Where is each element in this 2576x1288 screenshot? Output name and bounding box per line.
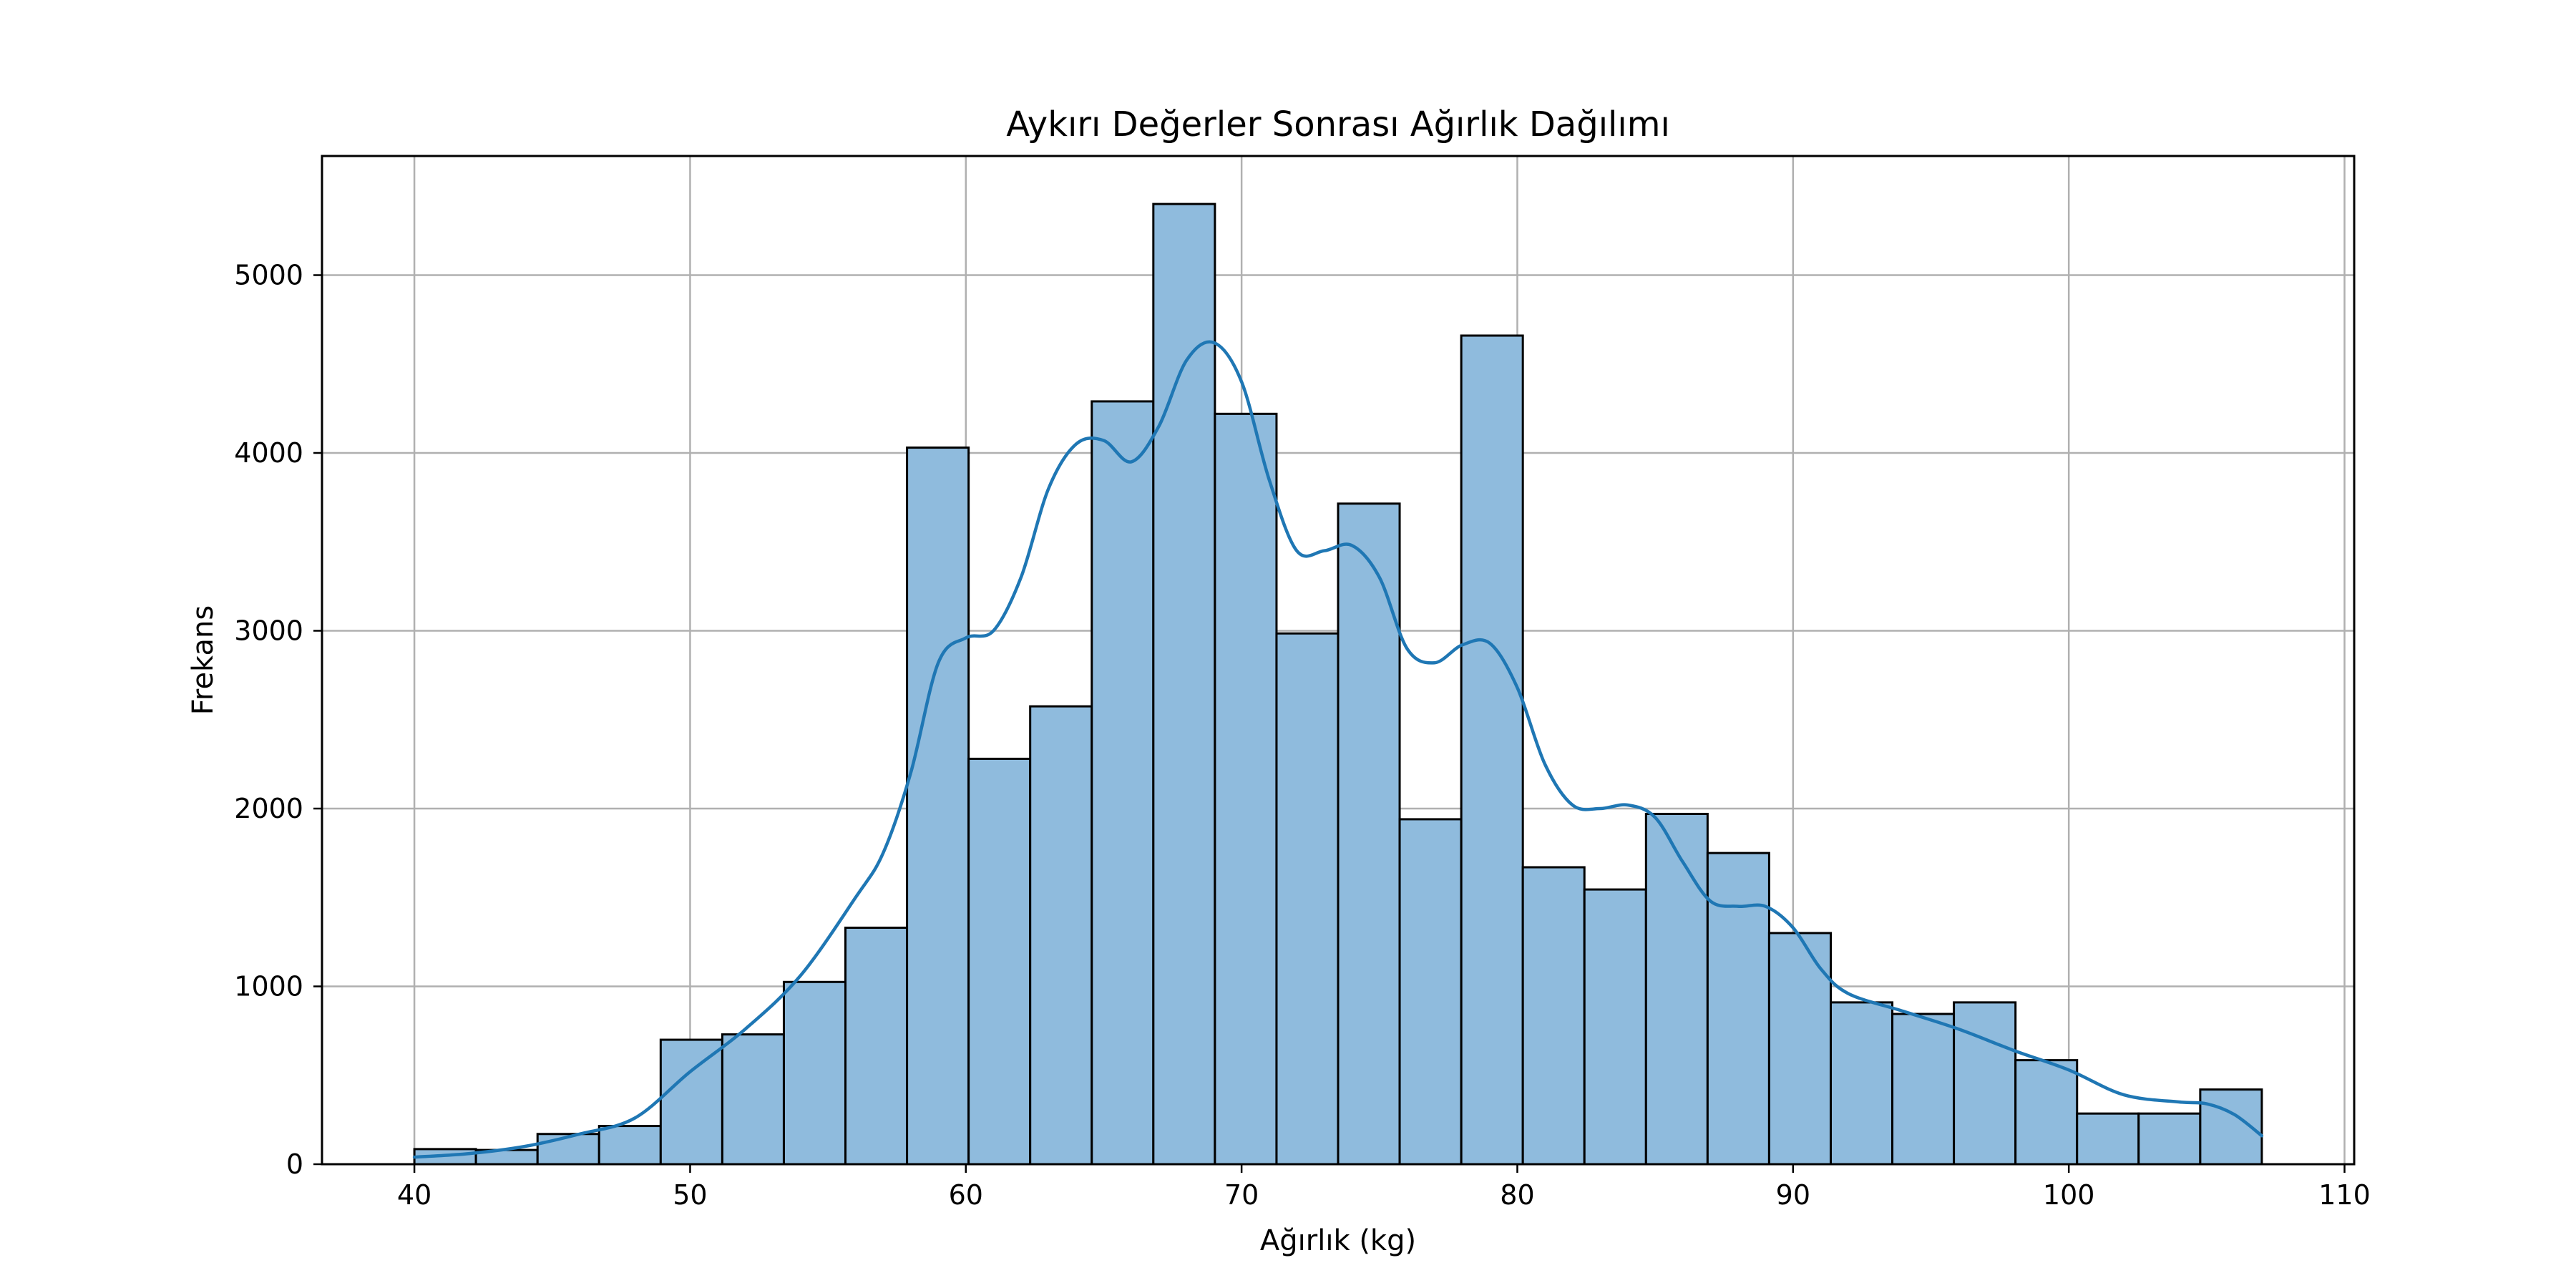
- x-tick-label: 90: [1776, 1179, 1810, 1211]
- chart-title: Aykırı Değerler Sonrası Ağırlık Dağılımı: [1006, 104, 1670, 145]
- histogram-bar: [1029, 705, 1093, 1166]
- y-axis-ticks: 0 1000 2000 3000 4000 5000: [234, 259, 322, 1180]
- kde-curve: [412, 340, 2264, 1159]
- x-tick-label: 110: [2318, 1179, 2371, 1211]
- histogram-bar: [597, 1125, 662, 1166]
- histogram-bar: [1521, 866, 1586, 1166]
- plot-frame: [321, 155, 2356, 1166]
- histogram-bar: [1644, 812, 1709, 1166]
- histogram-bar: [721, 1033, 785, 1166]
- y-tick-label: 5000: [234, 259, 303, 291]
- x-tick-label: 100: [2043, 1179, 2095, 1211]
- y-axis-label: Frekans: [187, 605, 220, 715]
- y-tick-label: 0: [286, 1148, 303, 1180]
- histogram-bar: [1829, 1001, 1894, 1166]
- x-tick-label: 70: [1224, 1179, 1259, 1211]
- histogram-bar: [1891, 1013, 1956, 1166]
- y-tick-label: 2000: [234, 793, 303, 824]
- histogram-bar: [1460, 334, 1524, 1166]
- histogram-bar: [1275, 632, 1340, 1166]
- histogram-bar: [1953, 1001, 2017, 1166]
- x-axis-label: Ağırlık (kg): [1260, 1224, 1416, 1257]
- histogram-bar: [844, 926, 909, 1166]
- x-tick-label: 50: [673, 1179, 707, 1211]
- x-tick-label: 60: [949, 1179, 983, 1211]
- histogram-bar: [1706, 852, 1770, 1166]
- y-tick-label: 3000: [234, 615, 303, 646]
- x-tick-label: 40: [397, 1179, 431, 1211]
- grid-lines: [322, 156, 2354, 1166]
- histogram-bar: [1152, 203, 1216, 1166]
- histogram-bar: [1337, 502, 1401, 1166]
- histogram-bar: [1091, 400, 1155, 1166]
- x-axis-ticks: 40 50 60 70 80 90 100 110: [397, 1164, 2371, 1211]
- histogram-bar: [659, 1038, 723, 1166]
- histogram-bar: [2076, 1112, 2140, 1166]
- x-tick-label: 80: [1500, 1179, 1534, 1211]
- y-tick-label: 4000: [234, 437, 303, 469]
- histogram-bar: [782, 980, 847, 1166]
- histogram-bar: [2014, 1059, 2079, 1166]
- histogram-bar: [1583, 888, 1647, 1166]
- histogram-bar: [906, 447, 970, 1166]
- histogram-bar: [1767, 932, 1832, 1166]
- histogram-bars: [413, 203, 2263, 1166]
- histogram-bar: [1398, 818, 1463, 1166]
- histogram-bar: [2137, 1112, 2202, 1166]
- histogram-bar: [967, 757, 1032, 1166]
- histogram-bar: [1214, 412, 1278, 1166]
- y-tick-label: 1000: [234, 970, 303, 1002]
